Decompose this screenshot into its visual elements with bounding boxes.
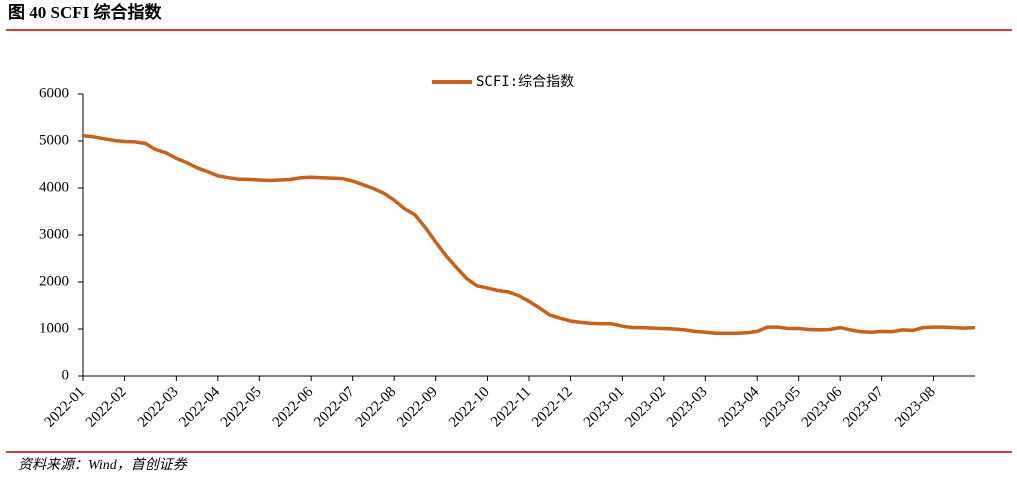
- x-tick-label: 2022-09: [394, 384, 441, 431]
- x-tick-label: 2023-03: [664, 384, 711, 431]
- source-note: 资料来源：Wind，首创证券: [18, 457, 188, 473]
- x-tick-label: 2022-02: [83, 384, 130, 431]
- x-tick-label: 2023-06: [799, 384, 846, 431]
- y-tick-label: 6000: [39, 85, 69, 101]
- y-tick-label: 2000: [39, 273, 69, 289]
- y-tick-label: 1000: [39, 320, 69, 336]
- series-line: [82, 134, 976, 335]
- x-tick-label: 2023-07: [840, 384, 887, 431]
- chart-title: 图 40 SCFI 综合指数: [8, 2, 162, 22]
- legend-label: SCFI:综合指数: [476, 74, 574, 90]
- x-tick-label: 2023-05: [757, 384, 804, 431]
- y-tick-label: 4000: [39, 179, 69, 195]
- y-tick-label: 0: [62, 367, 70, 383]
- x-tick-label: 2022-03: [135, 384, 182, 431]
- y-tick-label: 3000: [39, 226, 69, 242]
- x-tick-label: 2023-02: [622, 384, 669, 431]
- x-tick-label: 2022-04: [176, 384, 223, 431]
- x-tick-label: 2022-01: [42, 384, 89, 431]
- x-tick-label: 2022-05: [218, 384, 265, 431]
- x-tick-label: 2022-07: [311, 384, 358, 431]
- x-tick-label: 2022-08: [353, 384, 400, 431]
- y-tick-label: 5000: [39, 132, 69, 148]
- x-tick-label: 2022-10: [446, 384, 493, 431]
- x-tick-label: 2022-11: [488, 384, 534, 430]
- x-tick-label: 2023-04: [716, 384, 763, 431]
- x-tick-label: 2022-06: [270, 384, 317, 431]
- x-tick-label: 2023-08: [892, 384, 939, 431]
- x-tick-label: 2023-01: [581, 384, 628, 431]
- x-tick-label: 2022-12: [529, 384, 576, 431]
